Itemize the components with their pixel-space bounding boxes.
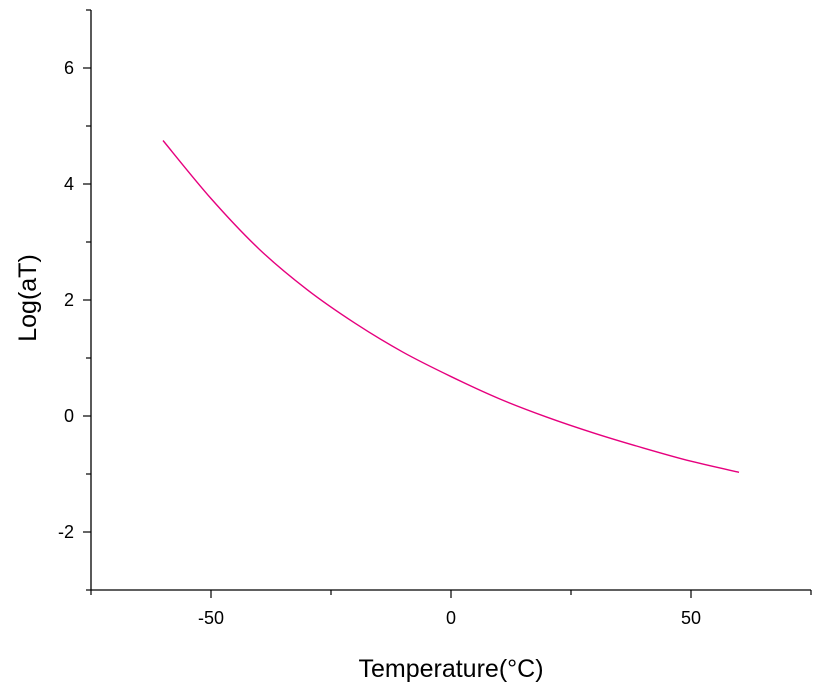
x-axis-title: Temperature(°C) — [358, 655, 543, 683]
plot-series — [162, 140, 740, 473]
x-tick-label: -50 — [198, 608, 224, 628]
y-tick-label: 4 — [64, 174, 74, 194]
x-tick-label: 50 — [681, 608, 701, 628]
y-tick-label: -2 — [58, 522, 74, 542]
y-tick-label: 0 — [64, 406, 74, 426]
series-line — [162, 140, 740, 473]
axis-ticks: -50 0 50 -2 0 2 4 6 — [58, 9, 812, 628]
x-tick-label: 0 — [446, 608, 456, 628]
y-tick-label: 6 — [64, 58, 74, 78]
axes — [90, 10, 811, 591]
y-tick-label: 2 — [64, 290, 74, 310]
y-axis-title: Log(aT) — [14, 254, 42, 342]
